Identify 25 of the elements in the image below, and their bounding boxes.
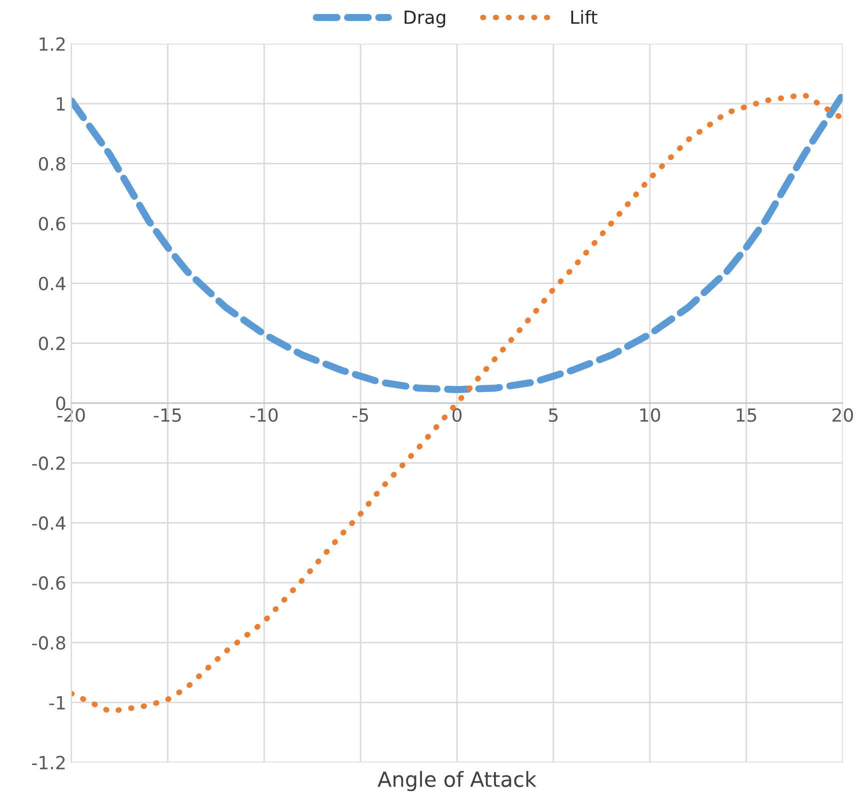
x-tick-label: 20 bbox=[832, 408, 853, 422]
x-tick-label: -10 bbox=[250, 408, 278, 422]
x-axis-title: Angle of Attack bbox=[378, 770, 536, 792]
legend-label: Drag bbox=[404, 10, 446, 28]
x-tick-label: -15 bbox=[154, 408, 181, 422]
x-tick-label: 5 bbox=[549, 408, 558, 422]
x-tick-label: 0 bbox=[452, 408, 462, 422]
x-tick-label: 15 bbox=[736, 408, 756, 422]
y-tick-label: 0.6 bbox=[38, 216, 66, 231]
y-tick-label: 1.2 bbox=[40, 37, 65, 51]
x-tick-label: 10 bbox=[640, 408, 660, 422]
y-tick-label: 0.4 bbox=[38, 276, 66, 290]
y-tick-label: -0.2 bbox=[32, 456, 65, 470]
y-tick-label: -0.8 bbox=[32, 636, 66, 650]
y-tick-label: 0.2 bbox=[38, 336, 65, 350]
x-tick-label: -5 bbox=[352, 408, 368, 422]
y-tick-label: 0.8 bbox=[38, 157, 66, 171]
legend-label: Lift bbox=[571, 10, 598, 24]
x-tick-label: -20 bbox=[57, 408, 85, 422]
y-tick-label: -1 bbox=[49, 696, 65, 710]
y-tick-label: 0 bbox=[56, 396, 66, 410]
y-tick-label: -0.4 bbox=[32, 516, 66, 530]
y-tick-label: 1 bbox=[56, 97, 65, 111]
y-tick-label: -0.6 bbox=[32, 576, 66, 590]
y-tick-label: -1.2 bbox=[32, 756, 65, 770]
